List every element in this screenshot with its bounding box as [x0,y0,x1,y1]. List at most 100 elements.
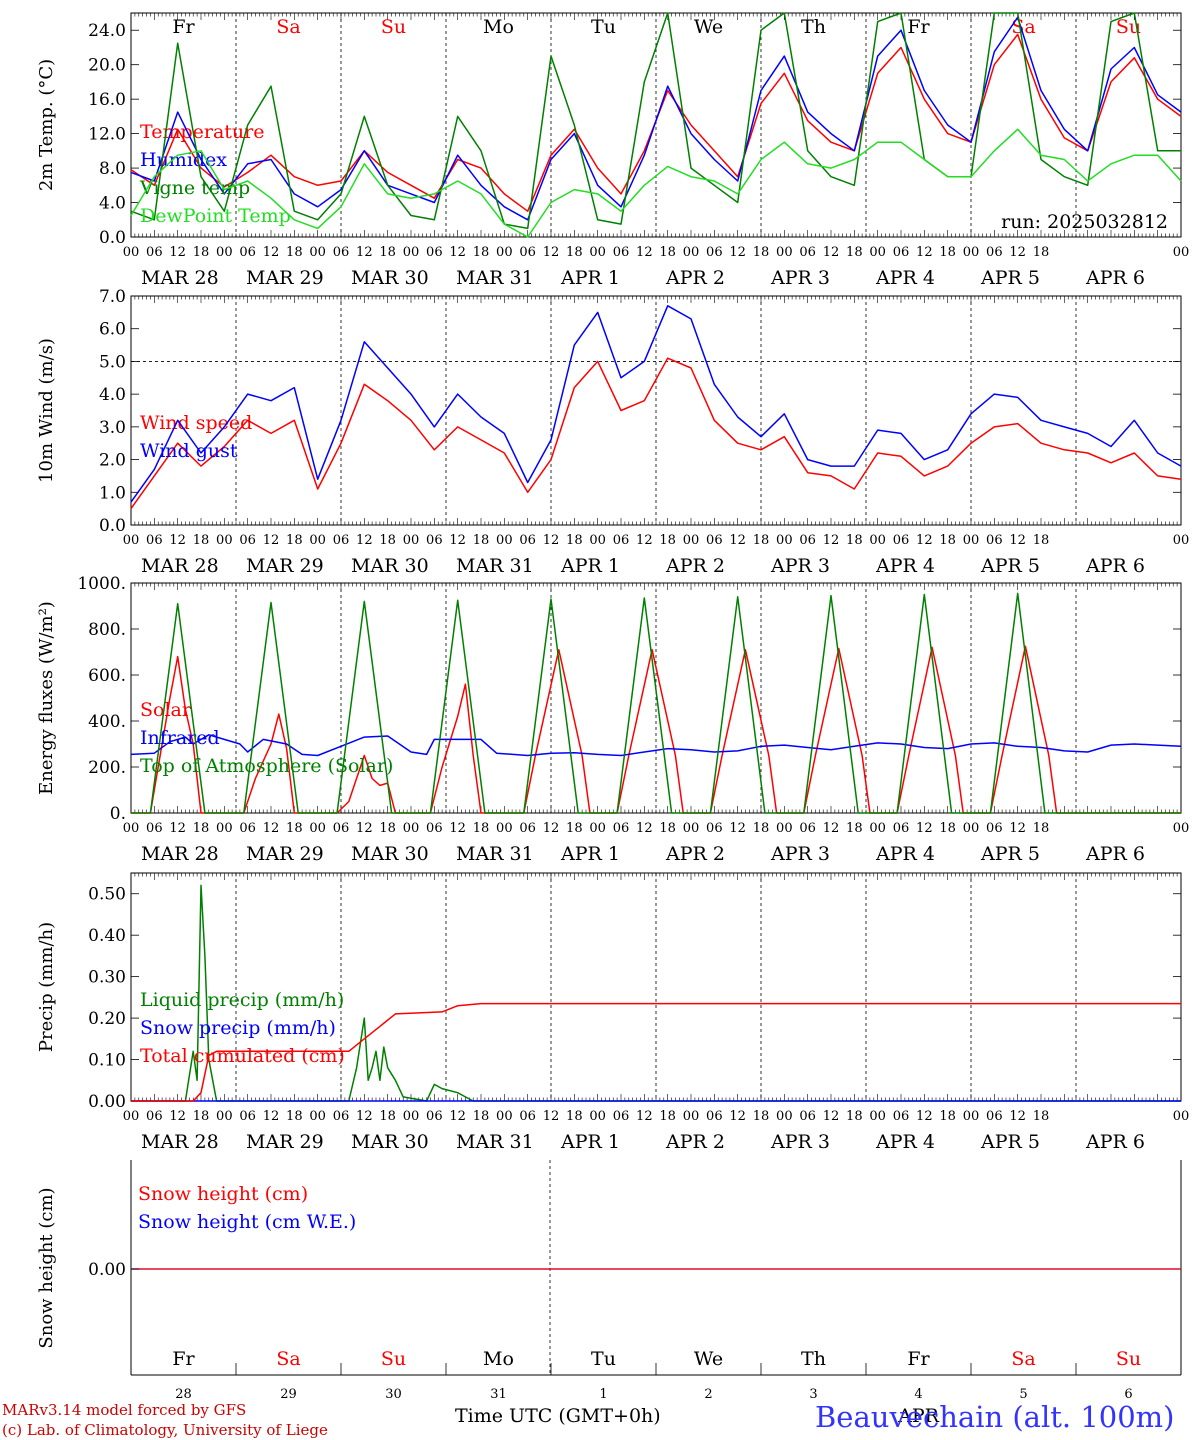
y-tick-label: 1000. [77,574,126,594]
x-hour-tick-label: 00 [496,533,513,548]
y-tick-label: 0. [110,804,126,824]
x-hour-tick-label: 12 [449,1109,466,1124]
x-hour-tick-label: 00 [1173,245,1190,260]
date-label: MAR 30 [351,843,429,865]
date-label: MAR 31 [456,267,534,289]
weekday-label: Sa [276,16,300,38]
x-hour-tick-label: 12 [916,1109,933,1124]
x-hour-tick-label: 06 [333,245,350,260]
x-hour-tick-label: 12 [1009,533,1026,548]
legend-entry: Humidex [140,149,227,171]
weekday-label: Sa [1011,16,1035,38]
y-tick-label: 600. [88,666,126,686]
x-hour-tick-label: 06 [893,1109,910,1124]
x-hour-tick-label: 18 [193,1109,210,1124]
weekday-label: Tu [591,1348,616,1370]
y-tick-label: 4.0 [99,194,126,214]
x-hour-tick-label: 00 [589,1109,606,1124]
x-hour-tick-label: 00 [216,821,233,836]
x-hour-tick-label: 12 [263,821,280,836]
x-hour-tick-label: 06 [613,1109,630,1124]
x-hour-tick-label: 00 [309,821,326,836]
y-tick-label: 6.0 [99,320,126,340]
y-tick-label: 400. [88,712,126,732]
date-label: APR 1 [560,1131,620,1153]
date-label: APR 1 [560,843,620,865]
y-tick-label: 0.0 [99,228,126,248]
x-hour-tick-label: 00 [683,533,700,548]
y-tick-label: 5.0 [99,352,126,372]
x-hour-tick-label: 12 [729,1109,746,1124]
weekday-label: Th [801,1348,826,1370]
x-hour-tick-label: 18 [753,245,770,260]
weekday-label: Th [801,16,826,38]
y-tick-label: 0.10 [88,1051,126,1071]
date-label: APR 4 [875,1131,935,1153]
date-label: APR 5 [980,843,1040,865]
date-label: APR 6 [1085,843,1145,865]
y-axis-label: Snow height (cm) [36,1187,57,1348]
date-label: APR 1 [560,267,620,289]
y-tick-label: 0.30 [88,968,126,988]
x-hour-tick-label: 06 [519,245,536,260]
date-label: MAR 28 [141,555,219,577]
x-hour-tick-label: 18 [286,533,303,548]
x-hour-tick-label: 12 [823,821,840,836]
day-number-label: 5 [1019,1387,1027,1402]
weekday-label: Fr [907,1348,930,1370]
x-hour-tick-label: 12 [1009,1109,1026,1124]
x-hour-tick-label: 06 [333,533,350,548]
x-hour-tick-label: 00 [589,245,606,260]
x-hour-tick-label: 06 [799,533,816,548]
y-tick-label: 200. [88,758,126,778]
run-label: run: 2025032812 [1001,211,1168,233]
x-hour-tick-label: 00 [123,245,140,260]
x-hour-tick-label: 00 [683,821,700,836]
x-hour-tick-label: 00 [496,245,513,260]
x-hour-tick-label: 18 [379,821,396,836]
x-hour-tick-label: 06 [426,821,443,836]
x-hour-tick-label: 18 [939,821,956,836]
x-hour-tick-label: 18 [473,1109,490,1124]
x-hour-tick-label: 18 [1033,1109,1050,1124]
date-label: APR 2 [665,1131,725,1153]
date-label: APR 3 [770,843,830,865]
date-label: APR 4 [875,555,935,577]
x-hour-tick-label: 12 [916,245,933,260]
y-tick-label: 0.0 [99,516,126,536]
weekday-label: Fr [172,16,195,38]
x-hour-tick-label: 18 [473,821,490,836]
x-hour-tick-label: 12 [543,533,560,548]
series-line [130,305,1182,503]
x-hour-tick-label: 00 [403,245,420,260]
x-hour-tick-label: 06 [613,245,630,260]
x-hour-tick-label: 00 [869,821,886,836]
x-hour-tick-label: 12 [356,821,373,836]
x-hour-tick-label: 12 [729,533,746,548]
x-hour-tick-label: 06 [519,1109,536,1124]
x-hour-tick-label: 12 [356,533,373,548]
x-hour-tick-label: 12 [169,533,186,548]
y-tick-label: 0.00 [88,1260,126,1280]
x-hour-tick-label: 18 [659,1109,676,1124]
x-hour-tick-label: 06 [706,1109,723,1124]
x-hour-tick-label: 00 [309,533,326,548]
legend-entry: Wind speed [140,412,252,434]
x-hour-tick-label: 06 [146,245,163,260]
date-label: MAR 31 [456,843,534,865]
series-line [131,592,1181,814]
x-hour-tick-label: 06 [239,245,256,260]
x-hour-tick-label: 18 [566,821,583,836]
y-tick-label: 2.0 [99,451,126,471]
x-hour-tick-label: 12 [356,245,373,260]
weekday-label: Tu [591,16,616,38]
x-hour-tick-label: 12 [263,1109,280,1124]
x-hour-tick-label: 18 [753,821,770,836]
x-hour-tick-label: 06 [519,821,536,836]
x-hour-tick-label: 18 [379,533,396,548]
day-number-label: 1 [599,1387,607,1402]
series-line [130,16,1182,221]
weekday-label: We [694,16,723,38]
date-label: APR 5 [980,267,1040,289]
x-hour-tick-label: 06 [986,245,1003,260]
